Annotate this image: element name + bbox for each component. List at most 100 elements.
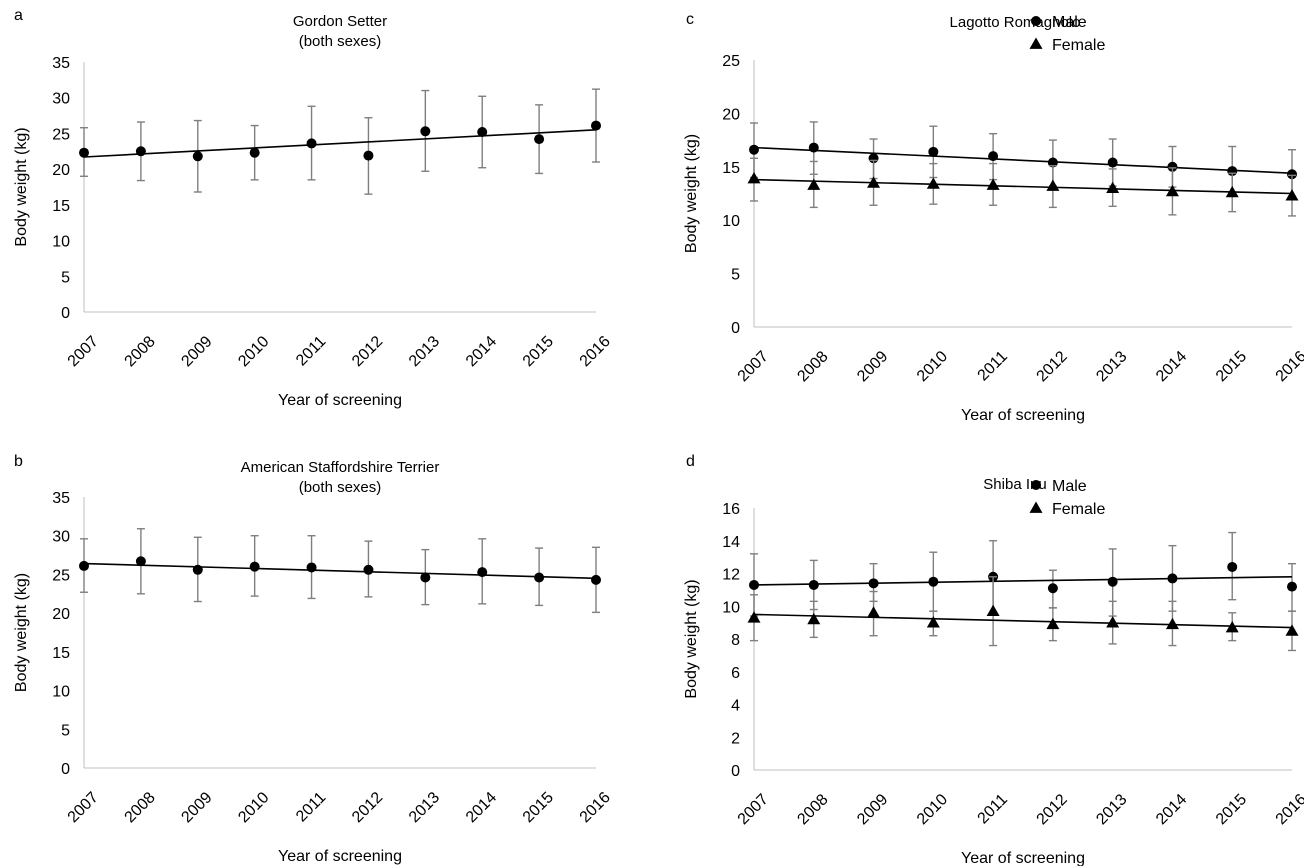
data-point xyxy=(747,172,761,184)
x-tick-label: 2012 xyxy=(349,789,386,826)
data-point xyxy=(477,567,488,578)
x-tick-label: 2015 xyxy=(520,333,557,370)
x-tick-label: 2015 xyxy=(1213,348,1250,385)
y-tick-label: 30 xyxy=(52,529,70,546)
x-tick-label: 2007 xyxy=(735,348,772,385)
series-all xyxy=(79,528,601,614)
trend-line xyxy=(753,178,1293,195)
data-point xyxy=(363,564,374,575)
x-tick-label: 2014 xyxy=(1153,791,1190,828)
chart-panel-c: c Lagotto Romagnolo 0 5 10 15 20 25 2007 2008 2009… xyxy=(683,11,1304,424)
y-tick-label: 15 xyxy=(52,645,70,662)
data-point xyxy=(1106,616,1120,628)
x-tick-label: 2011 xyxy=(293,333,329,369)
data-point xyxy=(928,576,939,587)
legend: Male Female xyxy=(1029,478,1105,518)
y-axis-title: Body weight (kg) xyxy=(13,127,30,246)
data-point xyxy=(591,574,601,585)
chart-title: American Staffordshire Terrier xyxy=(241,459,440,476)
panel-letter: d xyxy=(686,453,695,470)
x-axis-title: Year of screening xyxy=(278,848,402,865)
x-tick-label: 2014 xyxy=(463,333,500,370)
x-axis-title: Year of screening xyxy=(961,407,1085,424)
x-tick-label: 2008 xyxy=(122,789,159,826)
y-tick-label: 10 xyxy=(52,684,70,701)
trend-line xyxy=(83,129,597,158)
data-point xyxy=(808,142,819,153)
x-tick-label: 2015 xyxy=(1213,791,1250,828)
data-point xyxy=(477,127,488,137)
x-tick-label: 2007 xyxy=(735,791,772,828)
x-tick-label: 2012 xyxy=(349,333,386,370)
x-tick-label: 2012 xyxy=(1034,791,1071,828)
y-tick-label: 0 xyxy=(61,761,70,778)
panel-letter: b xyxy=(14,453,23,470)
data-point xyxy=(986,604,1000,617)
data-point xyxy=(1225,185,1239,198)
legend-label: Female xyxy=(1052,37,1105,54)
data-point xyxy=(807,178,821,190)
data-point xyxy=(1046,617,1060,630)
y-tick-label: 25 xyxy=(722,53,740,70)
y-tick-label: 10 xyxy=(52,234,70,251)
data-point xyxy=(192,564,203,575)
data-point xyxy=(1047,157,1058,168)
x-tick-label: 2010 xyxy=(914,348,951,385)
data-point xyxy=(1165,184,1179,197)
chart-panel-b: b American Staffordshire Terrier (both sex… xyxy=(13,453,614,865)
trend-line xyxy=(753,575,1293,586)
data-point xyxy=(1285,189,1299,201)
data-point xyxy=(534,134,545,145)
y-tick-label: 8 xyxy=(731,632,740,649)
x-tick-label: 2014 xyxy=(1153,348,1190,385)
y-tick-label: 10 xyxy=(722,213,740,230)
data-point xyxy=(926,177,940,189)
y-tick-label: 14 xyxy=(722,534,740,551)
data-point xyxy=(808,579,819,590)
data-point xyxy=(1285,624,1299,636)
data-point xyxy=(1047,583,1058,594)
x-tick-label: 2009 xyxy=(178,789,215,826)
trend-line xyxy=(83,562,597,580)
x-tick-label: 2013 xyxy=(1093,348,1130,385)
y-axis-title: Body weight (kg) xyxy=(683,579,700,698)
y-tick-label: 25 xyxy=(52,567,70,584)
x-tick-label: 2011 xyxy=(293,789,329,825)
y-tick-label: 4 xyxy=(731,698,740,715)
x-tick-label: 2016 xyxy=(1273,348,1304,385)
x-tick-label: 2016 xyxy=(1273,791,1304,828)
x-tick-label: 2009 xyxy=(854,791,891,828)
data-point xyxy=(420,572,431,583)
x-tick-label: 2011 xyxy=(975,348,1011,384)
data-point xyxy=(534,572,545,583)
data-point xyxy=(986,178,1000,190)
y-tick-label: 12 xyxy=(722,567,740,584)
data-point xyxy=(1287,581,1297,592)
data-point xyxy=(807,612,821,625)
data-point xyxy=(135,556,146,567)
data-point xyxy=(249,561,260,572)
trend-line xyxy=(753,146,1293,175)
legend-marker xyxy=(1031,16,1041,26)
data-point xyxy=(79,147,89,158)
y-tick-label: 0 xyxy=(731,320,740,337)
data-point xyxy=(749,144,759,155)
data-point xyxy=(867,606,881,618)
chart-title: Gordon Setter xyxy=(293,13,387,30)
y-tick-label: 5 xyxy=(731,267,740,284)
legend-label: Male xyxy=(1052,14,1087,31)
x-tick-label: 2008 xyxy=(122,333,159,370)
data-point xyxy=(1107,157,1118,168)
x-tick-label: 2013 xyxy=(406,333,443,370)
x-tick-label: 2015 xyxy=(520,789,557,826)
data-point xyxy=(928,146,939,157)
y-tick-label: 5 xyxy=(61,269,70,286)
data-point xyxy=(1287,169,1297,180)
data-point xyxy=(749,579,759,590)
data-point xyxy=(1167,573,1178,584)
y-tick-label: 35 xyxy=(52,490,70,507)
y-tick-label: 0 xyxy=(731,763,740,780)
x-tick-label: 2008 xyxy=(794,348,831,385)
data-point xyxy=(249,147,260,158)
x-tick-label: 2012 xyxy=(1034,348,1071,385)
